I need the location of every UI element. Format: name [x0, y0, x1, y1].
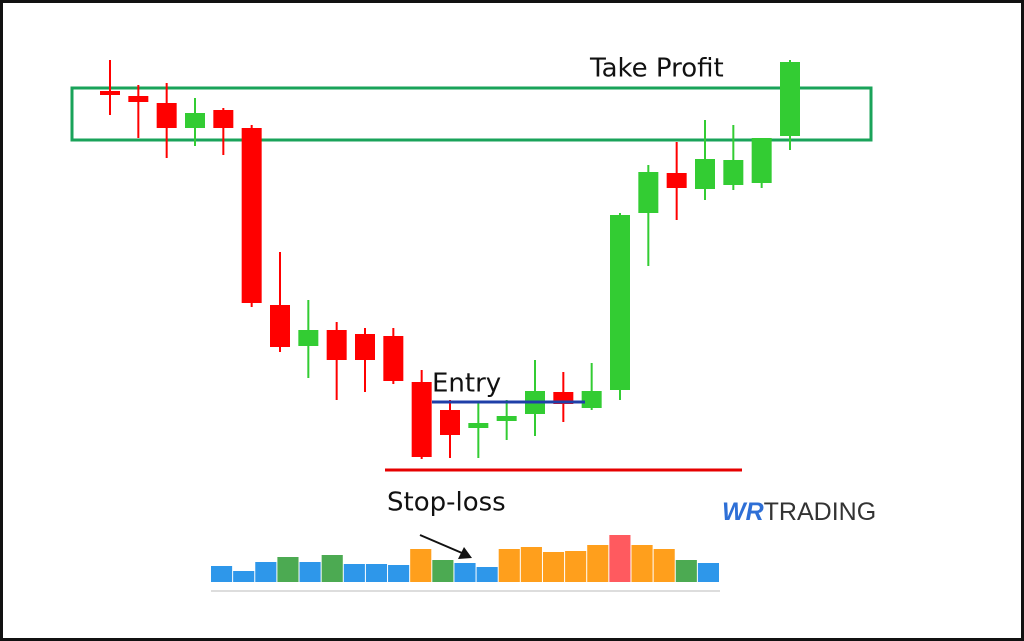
- candle-body: [156, 103, 177, 128]
- candle-body: [411, 382, 432, 457]
- candle-body: [581, 391, 602, 408]
- volume-bar: [365, 564, 388, 582]
- volume-bar: [255, 562, 277, 582]
- candle-body: [383, 336, 404, 381]
- volume-bar: [587, 545, 609, 582]
- candle-body: [298, 330, 319, 346]
- volume-bar: [211, 566, 233, 582]
- level-label: Stop-loss: [387, 488, 506, 518]
- volume-bar: [299, 562, 321, 582]
- volume-bar: [498, 549, 520, 582]
- volume-bar: [432, 560, 454, 582]
- candle-body: [723, 160, 744, 185]
- candle-body: [213, 110, 234, 128]
- logo-name: TRADING: [764, 498, 877, 526]
- candle-body: [128, 96, 149, 102]
- volume-bar: [520, 547, 542, 582]
- candle-body: [496, 416, 517, 421]
- volume-bar: [565, 551, 587, 582]
- candle-body: [355, 334, 375, 360]
- candle-body: [100, 91, 120, 95]
- volume-bar: [542, 552, 565, 582]
- candle-body: [638, 172, 659, 213]
- volume-bar: [653, 549, 675, 582]
- candle-body: [751, 138, 772, 183]
- take-profit-zone: [70, 86, 873, 142]
- candle-body: [468, 423, 489, 428]
- volume-bar: [321, 555, 343, 582]
- volume-bar: [388, 565, 410, 582]
- volume-bar: [697, 563, 719, 582]
- volume-bar: [410, 549, 432, 582]
- volume-bar: [454, 563, 476, 582]
- take-profit-label: Take Profit: [589, 54, 724, 84]
- candle-body: [440, 410, 460, 435]
- volume-bar: [631, 545, 653, 582]
- logo: WRTRADING: [722, 498, 876, 526]
- volume-bar: [609, 535, 631, 582]
- candle-body: [666, 173, 687, 188]
- volume-bar: [233, 571, 255, 582]
- candle-body: [270, 305, 290, 347]
- candle-body: [326, 330, 347, 360]
- candle-body: [241, 128, 262, 303]
- arrow: [419, 534, 472, 559]
- level-label: Entry: [432, 369, 501, 399]
- candle-body: [185, 113, 205, 128]
- candle-body: [780, 62, 800, 136]
- volume-bar: [343, 564, 365, 582]
- logo-brand: WR: [722, 498, 764, 526]
- volume-bar: [476, 567, 498, 582]
- volume-bar: [675, 560, 697, 582]
- candle-body: [610, 215, 630, 390]
- volume-bar: [277, 557, 299, 582]
- candle-body: [695, 159, 715, 189]
